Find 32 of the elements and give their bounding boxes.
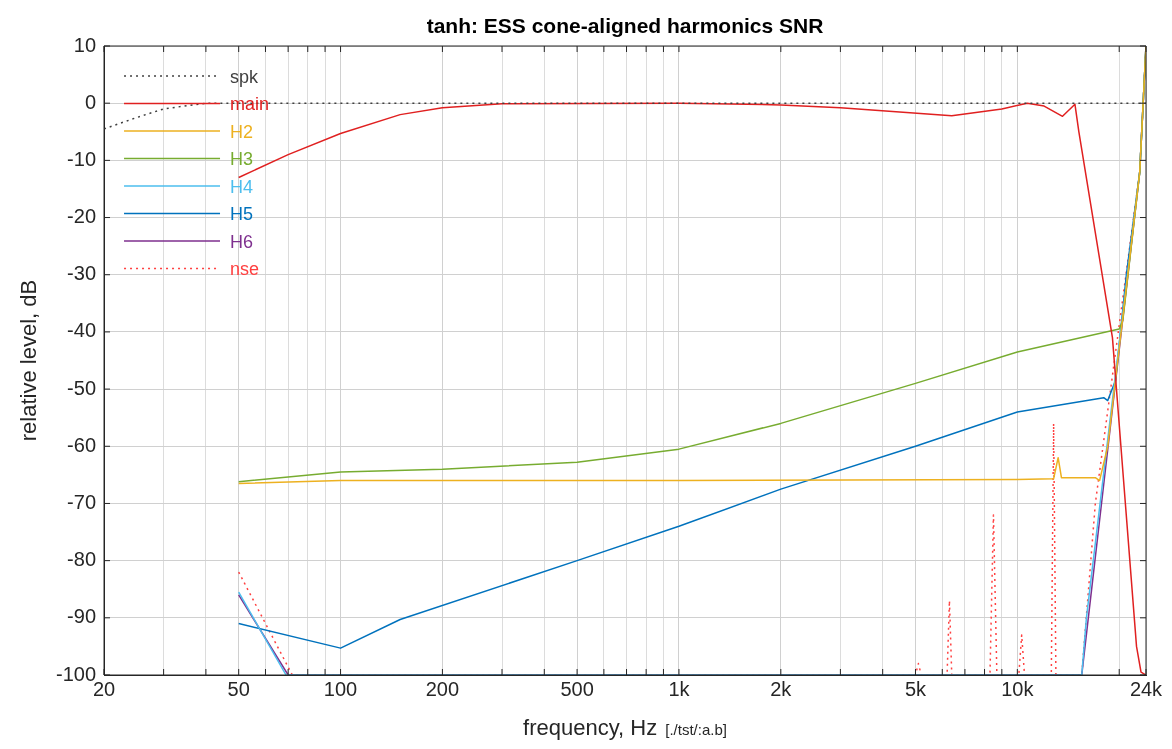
x-tick-label: 5k bbox=[904, 677, 928, 700]
x-tick-label: 100 bbox=[323, 677, 358, 700]
text: H5 bbox=[230, 204, 254, 225]
chart-title: tanh: ESS cone-aligned harmonics SNR bbox=[426, 14, 824, 38]
x-tick-label: 500 bbox=[560, 677, 594, 700]
x-tick-label: 50 bbox=[227, 677, 250, 700]
y-tick-label: -10 bbox=[67, 147, 97, 170]
text: H3 bbox=[230, 149, 254, 170]
x-tick-label: 200 bbox=[425, 677, 460, 700]
x-tick-label: 2k bbox=[770, 677, 793, 700]
y-tick-label: 10 bbox=[73, 33, 97, 56]
y-tick-label: -80 bbox=[67, 548, 97, 571]
y-tick-label: -30 bbox=[67, 262, 97, 285]
text: H6 bbox=[230, 231, 254, 252]
y-tick-label: 0 bbox=[84, 90, 97, 113]
y-tick-label: -90 bbox=[67, 605, 97, 628]
x-tick-label: 1k bbox=[668, 677, 691, 700]
text: [./tst/:a.b] bbox=[665, 721, 727, 738]
y-tick-label: -70 bbox=[67, 490, 97, 513]
text: main bbox=[230, 94, 270, 115]
series-label: spk bbox=[230, 66, 260, 87]
y-tick-label: -20 bbox=[67, 205, 97, 228]
y-tick-label: -50 bbox=[67, 376, 97, 399]
text: H2 bbox=[230, 121, 254, 142]
y-tick-label: -60 bbox=[67, 433, 97, 456]
y-tick-label: -40 bbox=[67, 319, 97, 342]
x-tick-label: 24k bbox=[1129, 677, 1164, 700]
text: nse bbox=[230, 259, 260, 280]
x-tick-label: 10k bbox=[1001, 677, 1035, 700]
text: H4 bbox=[230, 176, 254, 197]
x-axis-title: frequency, Hz bbox=[523, 715, 658, 740]
y-axis-title: relative level, dB bbox=[16, 279, 42, 442]
